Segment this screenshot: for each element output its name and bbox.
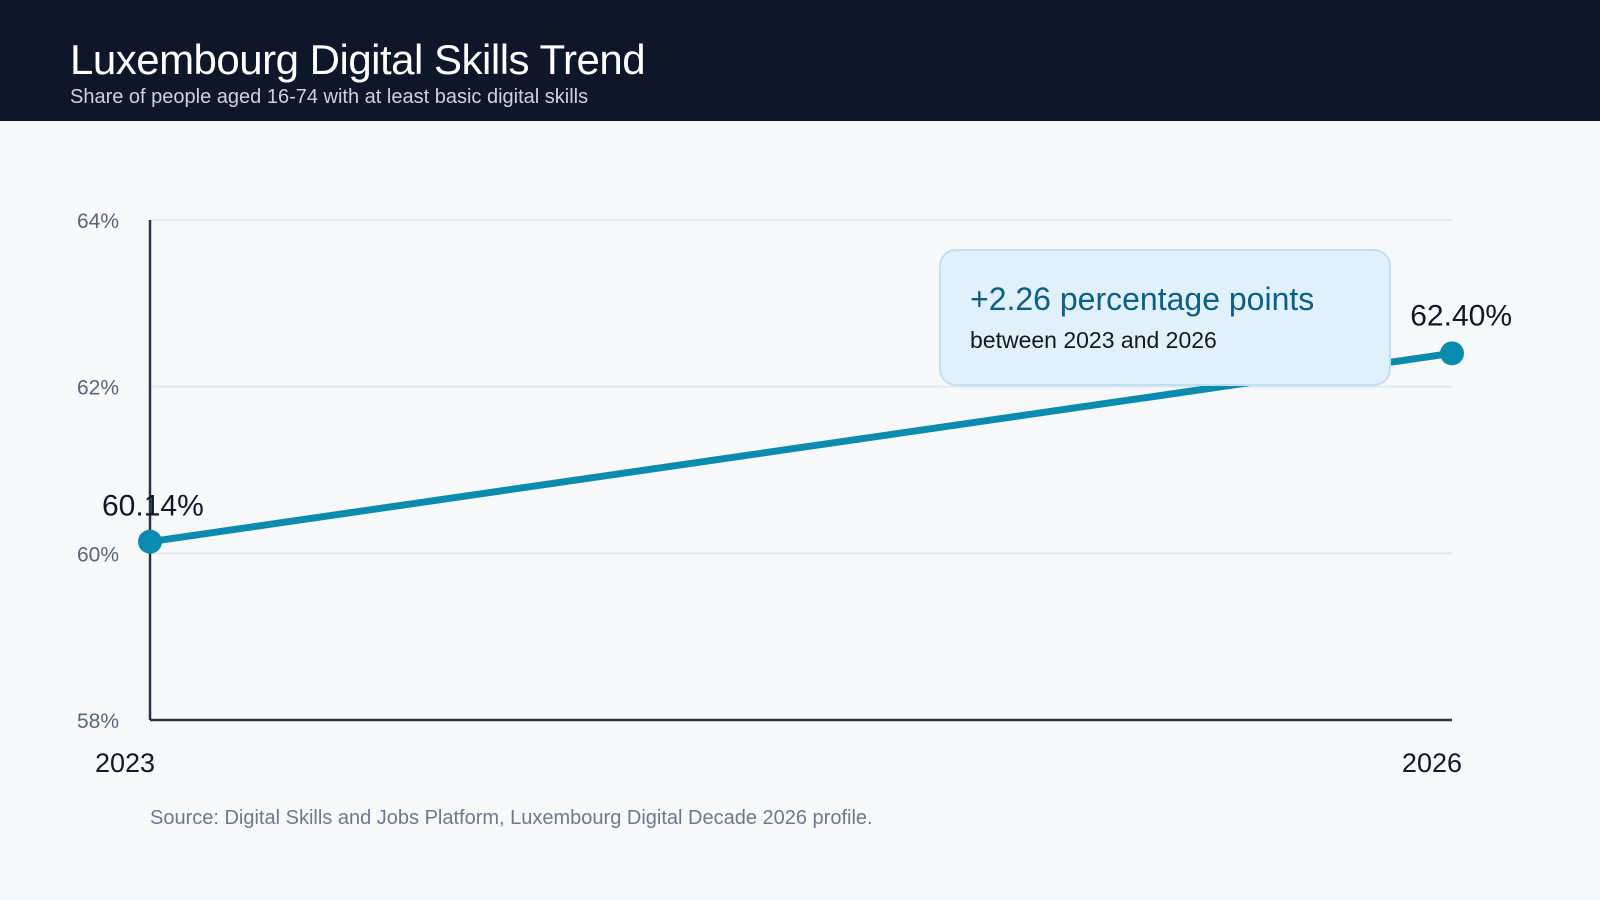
page-title: Luxembourg Digital Skills Trend [70,36,646,83]
x-tick-label: 2026 [1402,748,1462,778]
data-point [138,529,162,554]
data-label: 62.40% [1410,299,1512,332]
y-tick-label: 62% [77,377,119,400]
annotation-headline: +2.26 percentage points [970,281,1314,317]
annotation-detail: between 2023 and 2026 [970,327,1217,353]
x-tick-label: 2023 [95,748,155,778]
annotation-box [939,249,1391,386]
source-note: Source: Digital Skills and Jobs Platform… [150,807,873,829]
page-subtitle: Share of people aged 16-74 with at least… [70,86,589,108]
y-tick-label: 58% [77,710,119,733]
y-tick-label: 64% [77,210,119,233]
data-point [1440,341,1464,366]
y-tick-label: 60% [77,543,119,566]
header-bar: Luxembourg Digital Skills Trend Share of… [0,0,1600,121]
data-label: 60.14% [102,490,204,523]
